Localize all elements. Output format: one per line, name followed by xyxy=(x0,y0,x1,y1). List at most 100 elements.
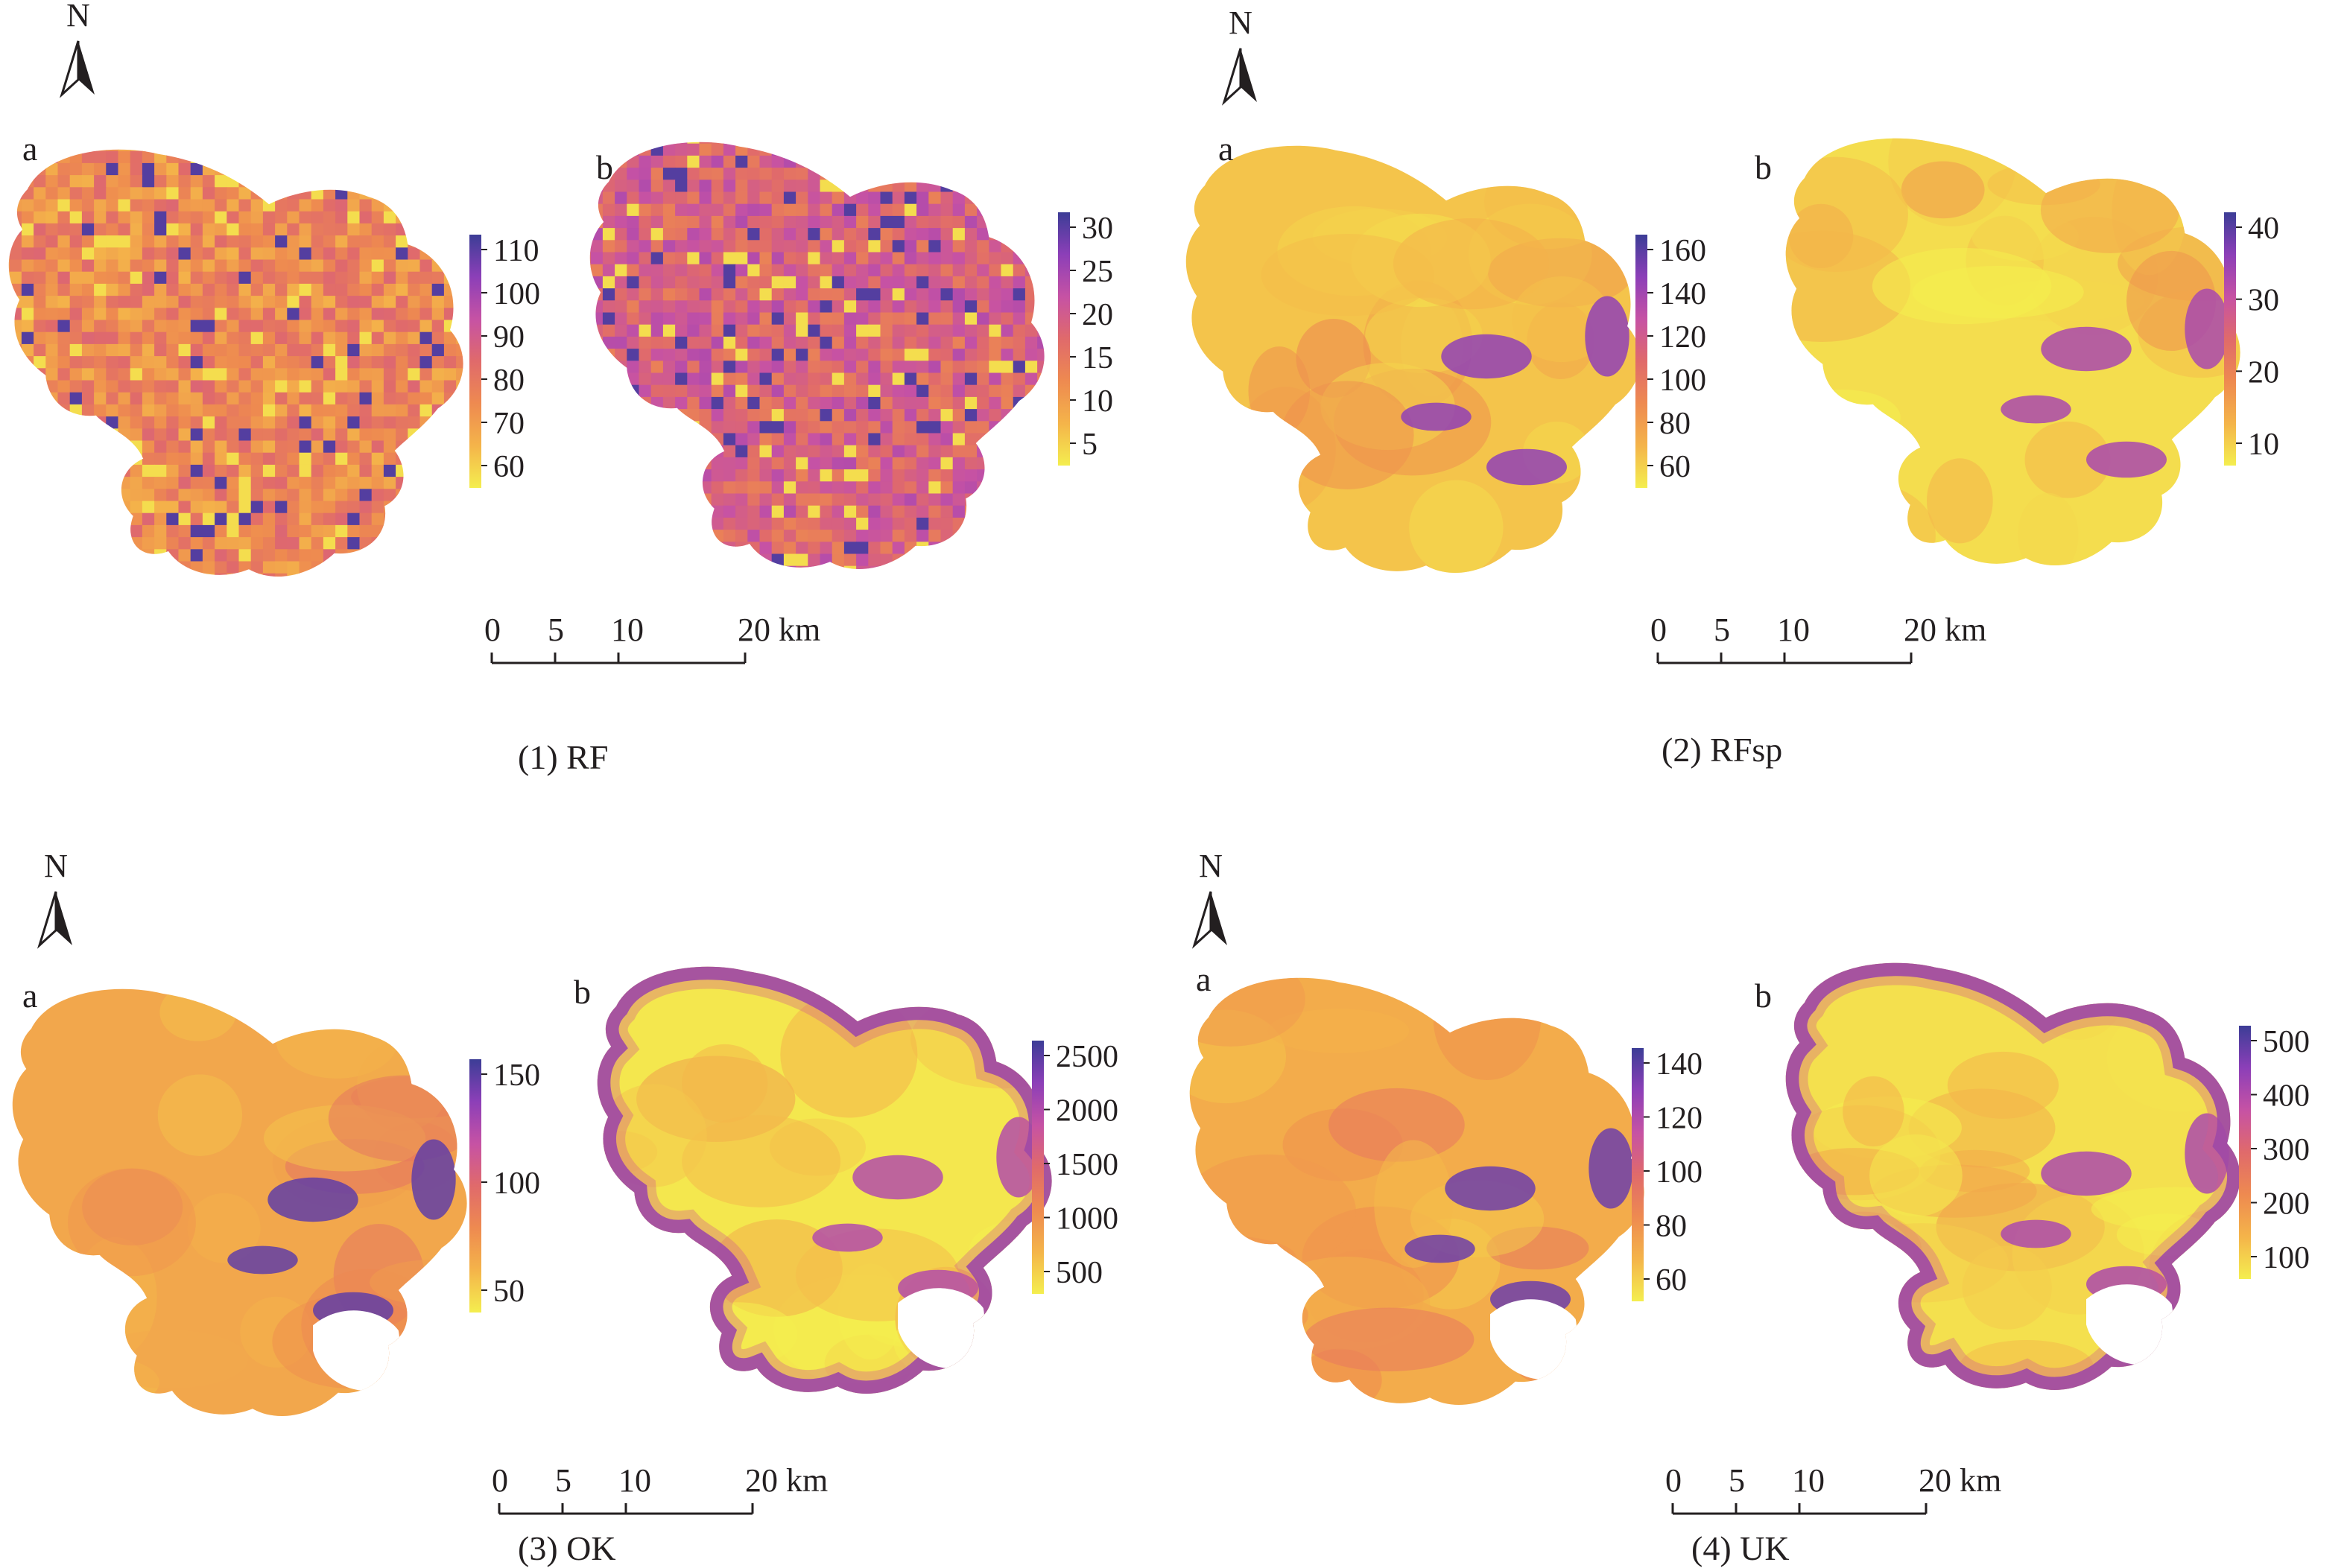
scale-bar: 0 5 10 20 km xyxy=(492,1462,828,1515)
map-surface xyxy=(8,149,463,577)
scale-bar-label: 20 km xyxy=(738,612,820,648)
colorbar-tick-label: 25 xyxy=(1082,255,1113,289)
colorbar-tick-label: 15 xyxy=(1082,341,1113,375)
colorbar-ramp xyxy=(469,235,481,488)
colorbar-tick-label: 500 xyxy=(1056,1256,1103,1290)
north-arrow: N xyxy=(1221,4,1257,106)
map-surface xyxy=(597,966,1052,1394)
map-surface xyxy=(589,142,1045,570)
colorbar-tick-label: 140 xyxy=(1656,1047,1703,1082)
scale-bar-label: 5 xyxy=(1714,612,1730,648)
colorbar-tick-label: 160 xyxy=(1659,234,1706,268)
scale-bar-label: 20 km xyxy=(1904,612,1986,648)
colorbar-ramp xyxy=(469,1059,481,1313)
panel-label-a: a xyxy=(1196,960,1211,998)
scale-bar-label: 0 xyxy=(492,1462,508,1499)
panel-label-a: a xyxy=(22,977,37,1015)
map-group-svg: N 140 120 100 80 60 500 400 300 200 100 0 5 10 20 k… xyxy=(1189,848,2310,1515)
colorbar-tick-label: 120 xyxy=(1659,320,1706,355)
colorbar-legend: 30 25 20 15 10 5 xyxy=(1058,212,1113,466)
map-caption: (1) RF xyxy=(518,738,609,776)
colorbar-tick-label: 120 xyxy=(1656,1102,1703,1136)
colorbar-ramp xyxy=(1058,212,1070,466)
colorbar-tick-label: 50 xyxy=(493,1275,525,1309)
map-group-uk: N 140 120 100 80 60 500 400 300 200 100 0 5 10 20 k… xyxy=(1174,784,2347,1567)
map-surface xyxy=(1785,138,2240,566)
colorbar-tick-label: 1500 xyxy=(1056,1148,1118,1182)
panel-label-a: a xyxy=(22,130,37,168)
map-surface xyxy=(1189,977,1644,1406)
panel-label-b: b xyxy=(1755,148,1772,186)
north-arrow: N xyxy=(59,0,95,98)
scale-bar-label: 0 xyxy=(1650,612,1667,648)
colorbar-tick-label: 100 xyxy=(2263,1241,2310,1275)
colorbar-tick-label: 60 xyxy=(493,450,525,484)
colorbar-tick-label: 70 xyxy=(493,407,525,441)
scale-bar-label: 0 xyxy=(484,612,501,648)
colorbar-tick-label: 80 xyxy=(1656,1210,1687,1244)
north-arrow: N xyxy=(37,848,72,949)
map-group-svg: N 150 100 50 2500 2000 1500 1000 500 0 5 10 20 km… xyxy=(12,848,1118,1515)
colorbar-tick-label: 110 xyxy=(493,234,539,268)
north-arrow-icon xyxy=(1191,891,1212,949)
map-caption: (2) RFsp xyxy=(1662,731,1783,769)
north-arrow-label: N xyxy=(1229,4,1252,41)
colorbar-tick-label: 20 xyxy=(2248,355,2279,390)
colorbar-tick-label: 100 xyxy=(493,277,540,311)
north-arrow: N xyxy=(1191,848,1227,949)
colorbar-tick-label: 60 xyxy=(1659,450,1691,484)
colorbar-tick-label: 20 xyxy=(1082,298,1113,332)
scale-bar: 0 5 10 20 km xyxy=(1650,612,1986,664)
colorbar-tick-label: 80 xyxy=(493,364,525,398)
colorbar-tick-label: 2500 xyxy=(1056,1040,1118,1074)
north-arrow-icon xyxy=(59,40,80,98)
colorbar-tick-label: 30 xyxy=(2248,284,2279,318)
north-arrow-label: N xyxy=(66,0,90,34)
map-surface xyxy=(12,988,467,1417)
north-arrow-icon xyxy=(37,891,57,949)
map-surface xyxy=(1785,962,2240,1391)
colorbar-ramp xyxy=(2239,1026,2251,1279)
colorbar-tick-label: 40 xyxy=(2248,212,2279,246)
scale-bar-label: 5 xyxy=(548,612,564,648)
colorbar-ramp xyxy=(1635,235,1647,488)
scale-bar-label: 20 km xyxy=(745,1462,828,1499)
map-caption: (3) OK xyxy=(518,1529,616,1567)
map-surface xyxy=(1185,145,1641,574)
map-caption: (4) UK xyxy=(1691,1529,1790,1567)
scale-bar-label: 5 xyxy=(1729,1462,1745,1499)
colorbar-legend: 40 30 20 10 xyxy=(2224,212,2279,466)
map-group-rf: N 110 100 90 80 70 60 30 25 20 15 10 5 0 5 10 20 km a… xyxy=(0,0,1174,784)
colorbar-tick-label: 90 xyxy=(493,320,525,355)
north-arrow-label: N xyxy=(44,848,68,884)
scale-bar-label: 10 xyxy=(618,1462,651,1499)
panel-label-b: b xyxy=(596,148,613,186)
scale-bar-label: 0 xyxy=(1665,1462,1682,1499)
colorbar-legend: 140 120 100 80 60 xyxy=(1632,1047,1703,1301)
colorbar-legend: 160 140 120 100 80 60 xyxy=(1635,234,1706,488)
colorbar-tick-label: 100 xyxy=(1659,364,1706,398)
colorbar-tick-label: 2000 xyxy=(1056,1094,1118,1129)
colorbar-legend: 110 100 90 80 70 60 xyxy=(469,234,540,488)
north-arrow-icon xyxy=(1221,48,1242,106)
panel-label-b: b xyxy=(1755,977,1772,1015)
colorbar-tick-label: 100 xyxy=(493,1167,540,1201)
colorbar-tick-label: 150 xyxy=(493,1058,540,1093)
colorbar-legend: 500 400 300 200 100 xyxy=(2239,1025,2310,1279)
colorbar-tick-label: 100 xyxy=(1656,1155,1703,1190)
scale-bar-label: 10 xyxy=(1792,1462,1825,1499)
colorbar-tick-label: 400 xyxy=(2263,1079,2310,1114)
colorbar-tick-label: 500 xyxy=(2263,1025,2310,1059)
map-group-ok: N 150 100 50 2500 2000 1500 1000 500 0 5 10 20 km… xyxy=(0,784,1174,1567)
scale-bar: 0 5 10 20 km xyxy=(484,612,820,664)
colorbar-legend: 2500 2000 1500 1000 500 xyxy=(1032,1040,1118,1294)
colorbar-tick-label: 60 xyxy=(1656,1263,1687,1298)
scale-bar-label: 20 km xyxy=(1919,1462,2001,1499)
colorbar-tick-label: 1000 xyxy=(1056,1202,1118,1237)
scale-bar-label: 5 xyxy=(555,1462,571,1499)
colorbar-tick-label: 30 xyxy=(1082,212,1113,246)
colorbar-tick-label: 80 xyxy=(1659,407,1691,441)
colorbar-tick-label: 10 xyxy=(1082,384,1113,419)
map-group-svg: N 110 100 90 80 70 60 30 25 20 15 10 5 0 5 10 20 km a… xyxy=(8,0,1113,664)
